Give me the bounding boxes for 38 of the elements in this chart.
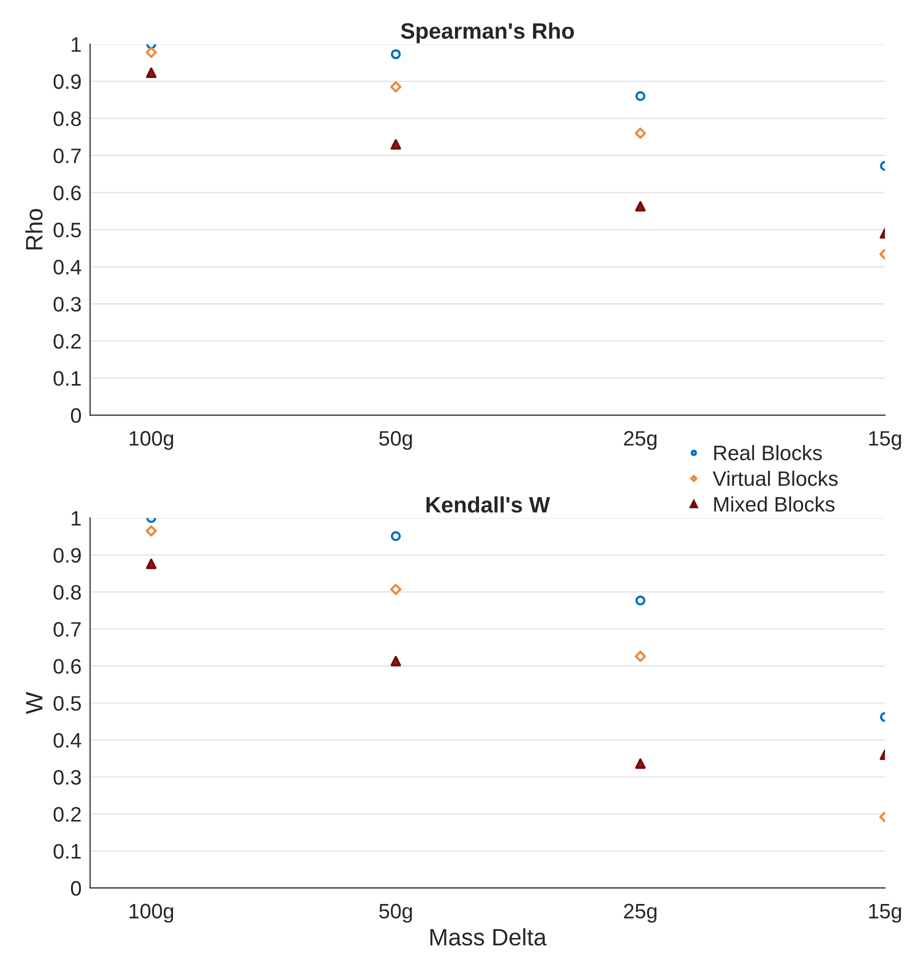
- y-tick-label: 0.7: [54, 148, 81, 164]
- x-tick-label: 25g: [624, 430, 656, 450]
- legend-label: Mixed Blocks: [714, 496, 835, 512]
- x-tick-label: 15g: [869, 431, 902, 450]
- y-axis-title: W: [26, 692, 42, 714]
- y-tick-label: 0.1: [54, 371, 81, 386]
- legend-label: Virtual Blocks: [712, 470, 838, 486]
- y-axis-title: Rho: [25, 209, 43, 250]
- x-tick-label: 25g: [624, 904, 656, 923]
- y-tick-label: 0.1: [54, 844, 81, 859]
- y-tick-label: 0.2: [54, 806, 81, 822]
- y-tick-label: 0.3: [54, 770, 81, 785]
- x-tick-label: 100g: [130, 430, 174, 450]
- y-tick-label: 0: [70, 880, 81, 896]
- y-tick-label: 0.5: [54, 222, 81, 238]
- y-tick-label: 0.4: [54, 732, 82, 748]
- y-tick-label: 1: [72, 511, 81, 526]
- chart-title: Kendall's W: [426, 496, 550, 513]
- y-tick-label: 0.6: [54, 186, 81, 200]
- x-tick-label: 50g: [379, 904, 412, 923]
- y-tick-label: 0.6: [54, 658, 81, 674]
- y-tick-label: 0.4: [54, 260, 82, 275]
- y-tick-label: 0.8: [54, 584, 81, 600]
- y-tick-label: 0.9: [54, 74, 81, 90]
- y-tick-label: 0.3: [54, 296, 81, 312]
- x-tick-label: 15g: [869, 904, 902, 923]
- y-tick-label: 0.5: [54, 696, 81, 711]
- x-axis-title: Mass Delta: [430, 928, 547, 946]
- x-tick-label: 100g: [130, 904, 174, 923]
- y-tick-label: 1: [72, 37, 81, 52]
- legend-label: Real Blocks: [714, 445, 822, 460]
- x-tick-label: 50g: [379, 430, 412, 450]
- y-tick-label: 0.9: [54, 548, 81, 563]
- y-tick-label: 0.7: [54, 622, 81, 637]
- y-tick-label: 0: [70, 408, 81, 423]
- y-tick-label: 0.2: [54, 334, 81, 349]
- chart-title: Spearman's Rho: [400, 22, 574, 44]
- y-tick-label: 0.8: [54, 111, 81, 126]
